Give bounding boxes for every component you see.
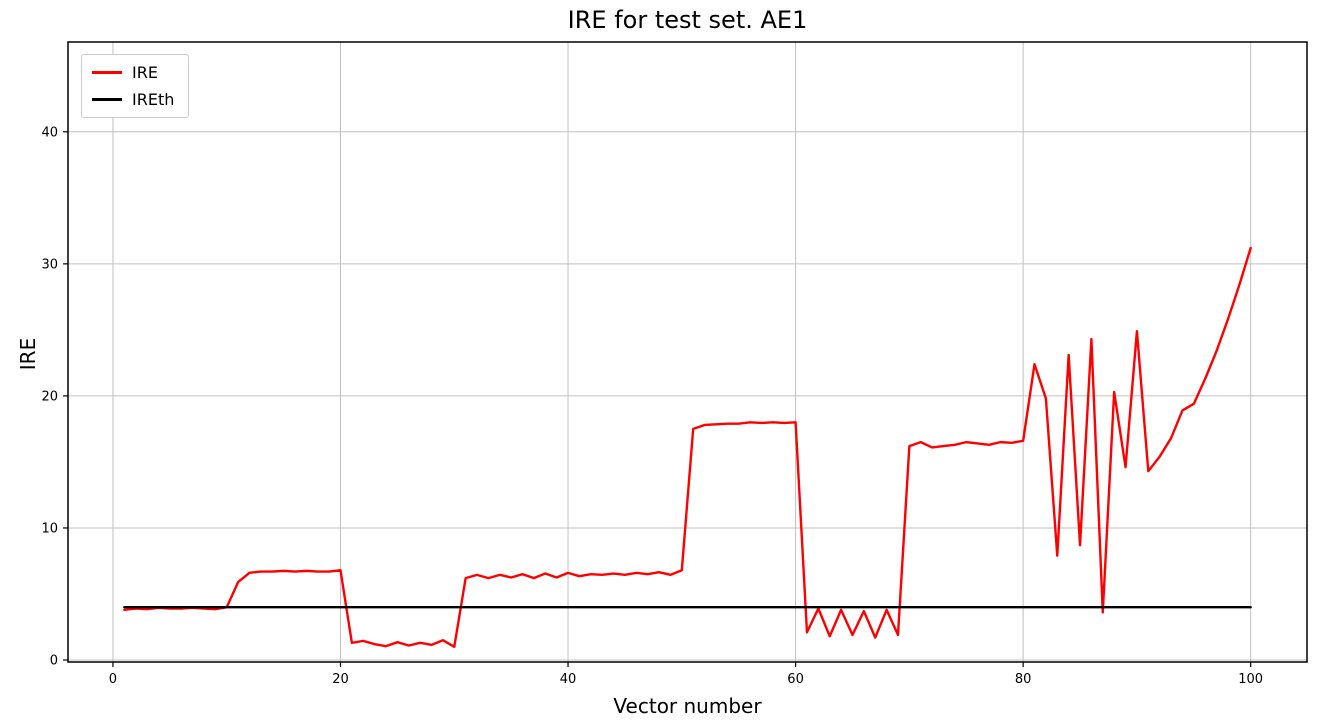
legend-label-ireth: IREth xyxy=(132,90,175,109)
x-tick-label: 20 xyxy=(332,672,349,687)
y-tick-label: 30 xyxy=(41,257,58,272)
ireth-line-swatch xyxy=(92,98,122,101)
legend-label-ire: IRE xyxy=(132,63,158,82)
y-tick-label: 10 xyxy=(41,521,58,536)
x-axis-label: Vector number xyxy=(613,694,762,718)
y-tick-label: 40 xyxy=(41,125,58,140)
y-tick-label: 20 xyxy=(41,389,58,404)
y-tick-label: 0 xyxy=(50,654,58,669)
y-axis-label: IRE xyxy=(16,337,40,371)
x-tick-label: 40 xyxy=(560,672,577,687)
x-tick-label: 0 xyxy=(109,672,117,687)
legend: IRE IREth xyxy=(81,54,190,118)
ire-line xyxy=(123,246,1252,649)
legend-item-ire: IRE xyxy=(92,63,174,82)
chart-title: IRE for test set. AE1 xyxy=(567,6,808,34)
x-tick-label: 60 xyxy=(787,672,804,687)
legend-item-ireth: IREth xyxy=(92,90,174,109)
x-tick-label: 100 xyxy=(1238,672,1263,687)
ire-line-swatch xyxy=(92,71,122,74)
x-tick-label: 80 xyxy=(1015,672,1032,687)
plot-border xyxy=(67,41,1308,663)
